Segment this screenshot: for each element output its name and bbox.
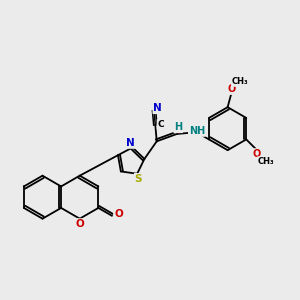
Text: C: C bbox=[158, 120, 164, 129]
Text: CH₃: CH₃ bbox=[232, 77, 248, 86]
Text: O: O bbox=[228, 84, 236, 94]
Text: S: S bbox=[135, 174, 142, 184]
Text: NH: NH bbox=[189, 126, 205, 136]
Text: H: H bbox=[174, 122, 182, 132]
Text: N: N bbox=[153, 103, 162, 113]
Text: O: O bbox=[75, 219, 84, 229]
Text: O: O bbox=[114, 209, 123, 219]
Text: CH₃: CH₃ bbox=[258, 157, 274, 166]
Text: O: O bbox=[252, 149, 260, 159]
Text: N: N bbox=[126, 138, 135, 148]
